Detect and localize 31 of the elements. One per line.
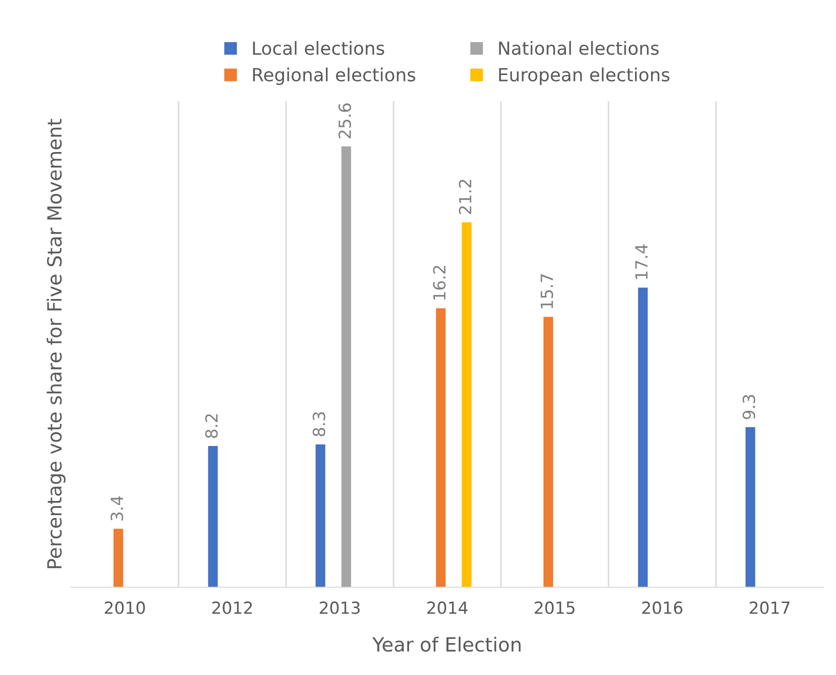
bar: [746, 427, 756, 588]
x-axis-title: Year of Election: [372, 636, 521, 652]
data-label: 17.4: [635, 244, 648, 279]
legend-label: Regional elections: [253, 68, 416, 85]
bar: [462, 222, 472, 588]
bar: [208, 446, 218, 588]
legend-label: European elections: [499, 68, 670, 85]
x-tick-label: 2017: [750, 601, 790, 614]
legend-label: Local elections: [253, 41, 384, 55]
x-tick-label: 2016: [642, 601, 682, 614]
bar: [543, 316, 554, 588]
bar: [341, 146, 352, 588]
data-label: 9.3: [742, 394, 756, 420]
x-tick-label: 2012: [212, 601, 252, 614]
x-tick-label: 2010: [104, 601, 145, 614]
data-label: 8.2: [205, 414, 218, 438]
data-label: 21.2: [458, 180, 472, 214]
bar: [638, 288, 648, 588]
x-tick-label: 2013: [320, 601, 360, 614]
bar: [316, 444, 326, 588]
legend-label: National elections: [499, 41, 659, 55]
bar: [436, 308, 446, 588]
data-label: 16.2: [433, 266, 446, 300]
data-label: 3.4: [110, 496, 124, 520]
bar: [114, 528, 124, 588]
data-label: 25.6: [338, 103, 352, 138]
x-tick-label: 2014: [427, 601, 468, 614]
y-axis-title: Percentage vote share for Five Star Movement: [46, 118, 66, 568]
x-tick-label: 2015: [534, 601, 574, 614]
data-label: 8.3: [312, 412, 326, 436]
data-label: 15.7: [540, 274, 554, 308]
